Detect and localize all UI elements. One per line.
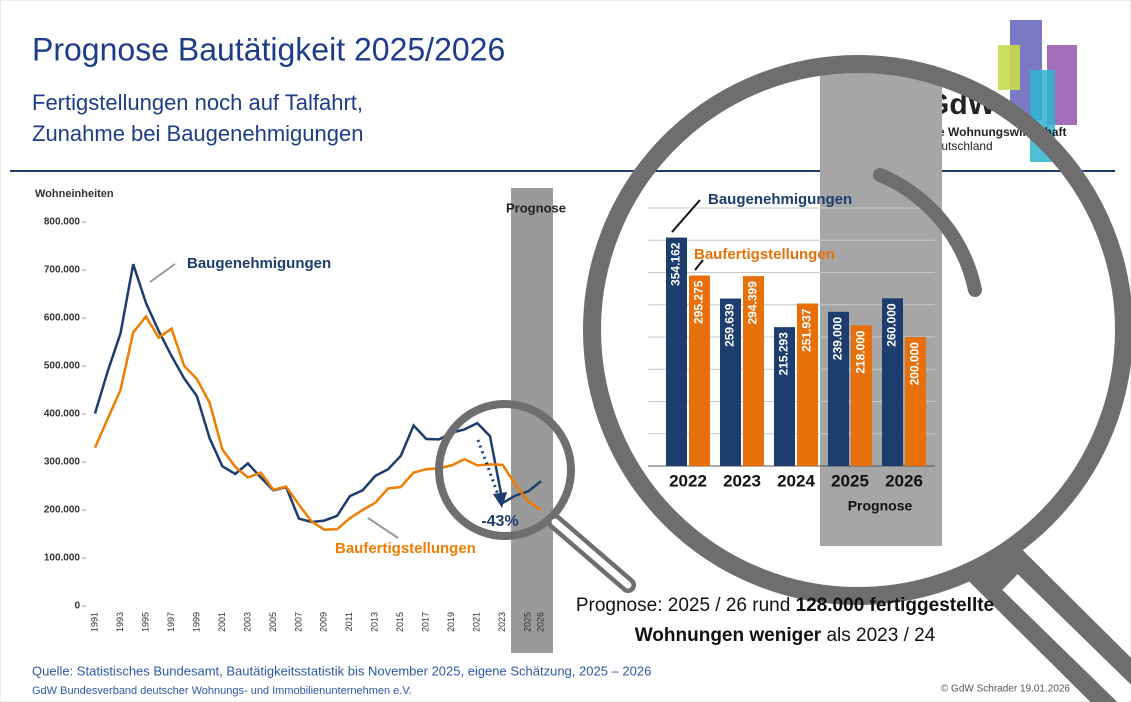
- publisher: GdW Bundesverband deutscher Wohnungs- un…: [32, 685, 412, 697]
- subtitle: Fertigstellungen noch auf Talfahrt,: [32, 90, 363, 115]
- series-label: Baugenehmigungen: [708, 191, 852, 208]
- y-tick-label: 200.000: [44, 505, 81, 516]
- x-tick-label: 2019: [446, 612, 456, 632]
- x-tick-label: 2007: [293, 612, 303, 632]
- x-tick-label: 1997: [166, 612, 176, 632]
- value-label: 239.000: [831, 317, 845, 361]
- x-tick-label: 2024: [777, 471, 815, 490]
- glare: [873, 168, 982, 297]
- x-tick-label: 2003: [242, 612, 252, 632]
- bar: [689, 275, 710, 466]
- statement-part: als 2023 / 24: [821, 625, 936, 646]
- y-axis-label: Wohneinheiten: [35, 188, 114, 200]
- statement-part: Wohnungen weniger: [635, 625, 822, 646]
- small-lens: [435, 400, 575, 540]
- value-label: 200.000: [908, 342, 922, 386]
- big-handle: [1002, 574, 1131, 702]
- big-lens: [583, 55, 1131, 605]
- value-label: 251.937: [800, 308, 814, 352]
- x-tick-label: 2023: [723, 471, 761, 490]
- bar: [905, 337, 926, 466]
- y-tick-label: 600.000: [44, 313, 81, 324]
- series-label: Baugenehmigungen: [187, 255, 331, 272]
- forecast-label: Prognose: [848, 498, 913, 514]
- bar: [720, 298, 741, 466]
- x-tick-label: 2013: [370, 612, 380, 632]
- subtitle: Zunahme bei Baugenehmigungen: [32, 121, 363, 146]
- bar: [851, 325, 872, 466]
- x-tick-label: 2026: [535, 612, 545, 632]
- y-tick-label: 0: [74, 601, 80, 612]
- leader: [694, 259, 704, 271]
- value-label: 218.000: [854, 330, 868, 374]
- x-tick-label: 2011: [344, 612, 354, 631]
- arrow: [476, 439, 502, 501]
- line-chart: Prognose Wohneinheiten 0 100.000 200.000 30…: [35, 188, 566, 653]
- arrow-head: [493, 492, 507, 508]
- x-tick-label: 2023: [497, 612, 507, 632]
- series-line: [93, 263, 542, 524]
- small-handle: [551, 518, 632, 589]
- bar: [774, 327, 795, 466]
- x-tick-label: 2001: [217, 612, 227, 632]
- title: Prognose Bautätigkeit 2025/2026: [32, 31, 505, 67]
- x-tick-label: 2025: [523, 612, 533, 632]
- x-tick-label: 1999: [191, 612, 201, 632]
- y-tick-label: 800.000: [44, 217, 81, 228]
- series-line: [93, 314, 542, 531]
- statement-part: 128.000 fertiggestellte: [796, 595, 995, 616]
- y-tick-label: 300.000: [44, 457, 81, 468]
- y-tick-label: 700.000: [44, 265, 81, 276]
- magnifiers: [435, 55, 1131, 702]
- x-tick-label: 2021: [472, 612, 482, 632]
- statement: Prognose: 2025 / 26 rund 128.000 fertigg…: [576, 595, 994, 616]
- value-label: 260.000: [885, 303, 899, 347]
- source: Quelle: Statistisches Bundesamt, Bautäti…: [32, 663, 651, 678]
- bar: [743, 276, 764, 466]
- value-label: 294.399: [746, 281, 760, 325]
- x-tick-label: 2026: [885, 471, 923, 490]
- x-tick-label: 2015: [395, 612, 405, 632]
- leader: [367, 517, 399, 539]
- statement: Wohnungen weniger als 2023 / 24: [635, 625, 936, 646]
- bar: [797, 303, 818, 466]
- x-tick-label: 1991: [89, 612, 99, 632]
- series-label: Baufertigstellungen: [335, 540, 476, 557]
- x-tick-label: 2017: [421, 612, 431, 632]
- bar: [666, 237, 687, 466]
- x-tick-label: 1993: [115, 612, 125, 632]
- x-tick-label: 2005: [268, 612, 278, 632]
- x-tick-label: 2009: [319, 612, 329, 632]
- annotation: -43%: [481, 513, 518, 530]
- x-tick-label: 2022: [669, 471, 707, 490]
- leader: [671, 199, 701, 233]
- logo-line: Deutschland: [926, 139, 993, 153]
- value-label: 259.639: [723, 303, 737, 347]
- leader: [149, 263, 176, 283]
- series-label: Baufertigstellungen: [694, 246, 835, 263]
- statement-part: Prognose: 2025 / 26 rund: [576, 595, 796, 616]
- value-label: 215.293: [777, 332, 791, 376]
- bar: [828, 311, 849, 466]
- x-tick-label: 2025: [831, 471, 869, 490]
- x-tick-label: 1995: [140, 612, 150, 632]
- y-tick-label: 500.000: [44, 361, 81, 372]
- bar: [882, 298, 903, 466]
- y-tick-label: 100.000: [44, 553, 81, 564]
- value-label: 295.275: [692, 280, 706, 324]
- forecast-label: Prognose: [506, 200, 566, 215]
- y-tick-label: 400.000: [44, 409, 81, 420]
- lens: 2022 354.162 295.275 2023 259.639 294.399 2024…: [648, 72, 942, 546]
- copyright: © GdW Schrader 19.01.2026: [941, 684, 1071, 695]
- forecast-band: [820, 72, 942, 546]
- value-label: 354.162: [669, 242, 683, 286]
